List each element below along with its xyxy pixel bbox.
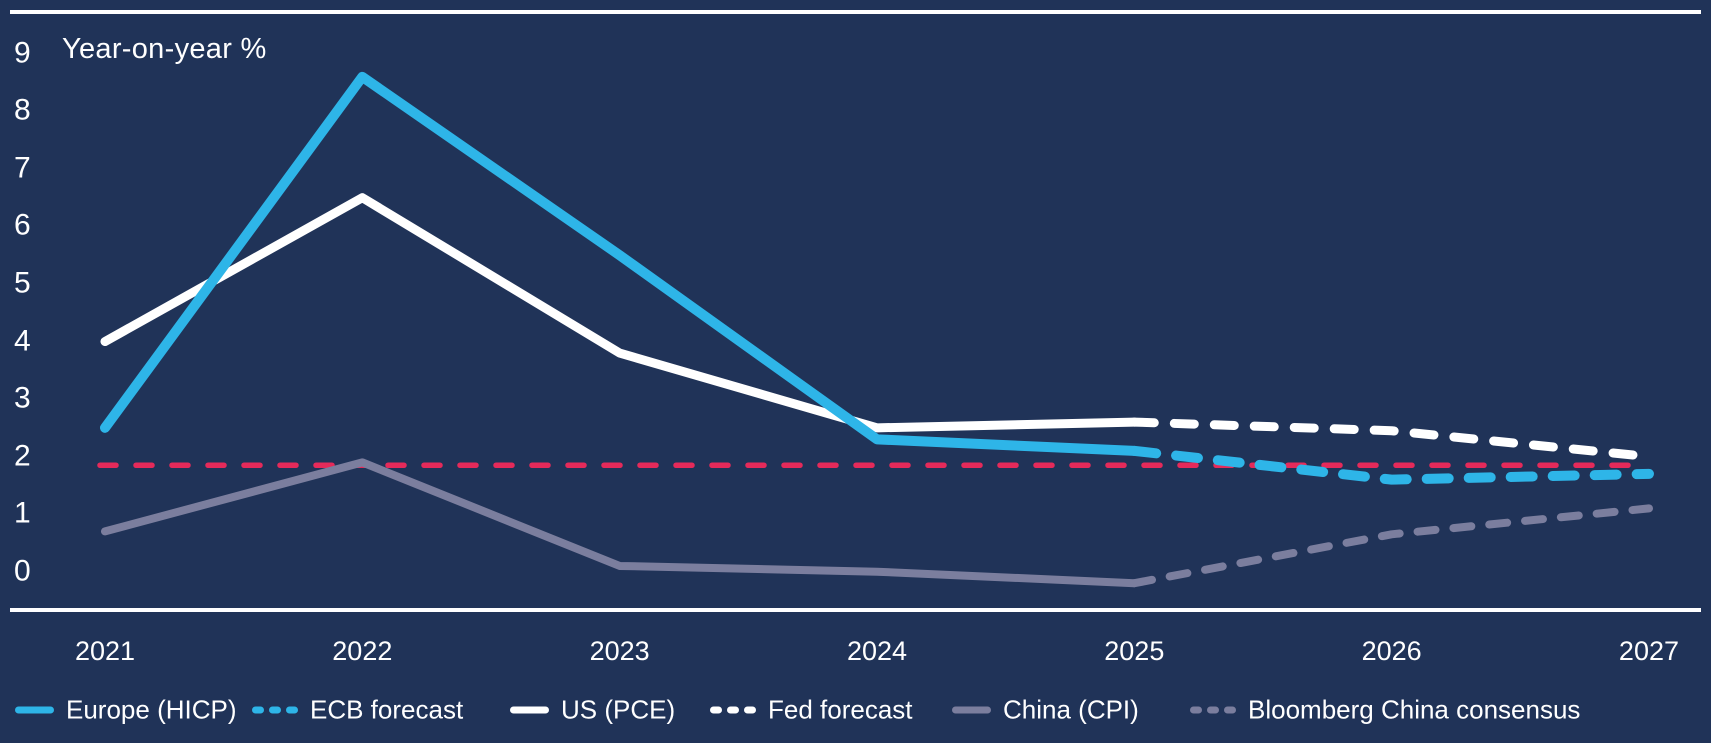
y-tick-label-7: 7 [14,151,31,185]
legend-label: Fed forecast [768,694,913,725]
y-tick-label-2: 2 [14,438,31,472]
swatch-segment [286,706,298,714]
swatch-segment [252,706,264,714]
x-tick-label-2024: 2024 [846,636,908,666]
series-line-ecb-forecast [1129,445,1654,485]
x-tick-label-2022: 2022 [332,636,393,666]
swatch-segment [952,706,991,714]
legend-item-us-pce: US (PCE) [510,695,675,726]
legend-item-china-cpi: China (CPI) [952,695,1139,726]
y-tick-label-5: 5 [14,266,31,300]
swatch-segment [744,706,756,714]
y-tick-label-6: 6 [14,208,31,242]
legend-label: Bloomberg China consensus [1248,694,1581,725]
dashed-line-swatch-icon [1190,706,1236,714]
y-axis-title: Year-on-year % [62,33,267,66]
swatch-segment [710,706,722,714]
swatch-segment [510,706,549,714]
y-tick-label-0: 0 [14,554,31,588]
series-line-bloomberg-china-consensus [1130,504,1653,588]
series-line-us-pce [100,193,1139,433]
swatch-segment [15,706,54,714]
y-tick-label-8: 8 [14,93,31,127]
solid-line-swatch-icon [15,706,54,714]
legend-label: ECB forecast [310,694,464,725]
swatch-segment [269,706,281,714]
y-tick-label-3: 3 [14,381,31,415]
y-tick-label-9: 9 [14,36,31,70]
swatch-segment [1190,706,1202,714]
x-tick-label-2023: 2023 [589,636,650,666]
series-line-europe-hicp [100,71,1140,456]
legend-label: China (CPI) [1003,694,1139,725]
x-tick-label-2025: 2025 [1104,636,1165,666]
swatch-segment [727,706,739,714]
dashed-line-swatch-icon [710,706,756,714]
series-line-china-cpi [101,458,1139,588]
y-tick-label-1: 1 [14,496,31,530]
x-tick-label-2026: 2026 [1361,636,1422,666]
legend-label: Europe (HICP) [66,694,237,725]
y-tick-label-4: 4 [14,323,31,357]
legend-item-bloomberg-china-consensus: Bloomberg China consensus [1190,695,1580,726]
dashed-line-swatch-icon [252,706,298,714]
series-line-fed-forecast [1129,417,1654,462]
solid-line-swatch-icon [952,706,991,714]
solid-line-swatch-icon [510,706,549,714]
swatch-segment [1207,706,1219,714]
legend-item-europe-hicp: Europe (HICP) [15,695,237,726]
legend-item-fed-forecast: Fed forecast [710,695,913,726]
legend-item-ecb-forecast: ECB forecast [252,695,463,726]
x-tick-label-2021: 2021 [74,636,136,666]
swatch-segment [1224,706,1236,714]
legend-label: US (PCE) [561,694,676,725]
x-tick-label-2027: 2027 [1618,636,1679,666]
